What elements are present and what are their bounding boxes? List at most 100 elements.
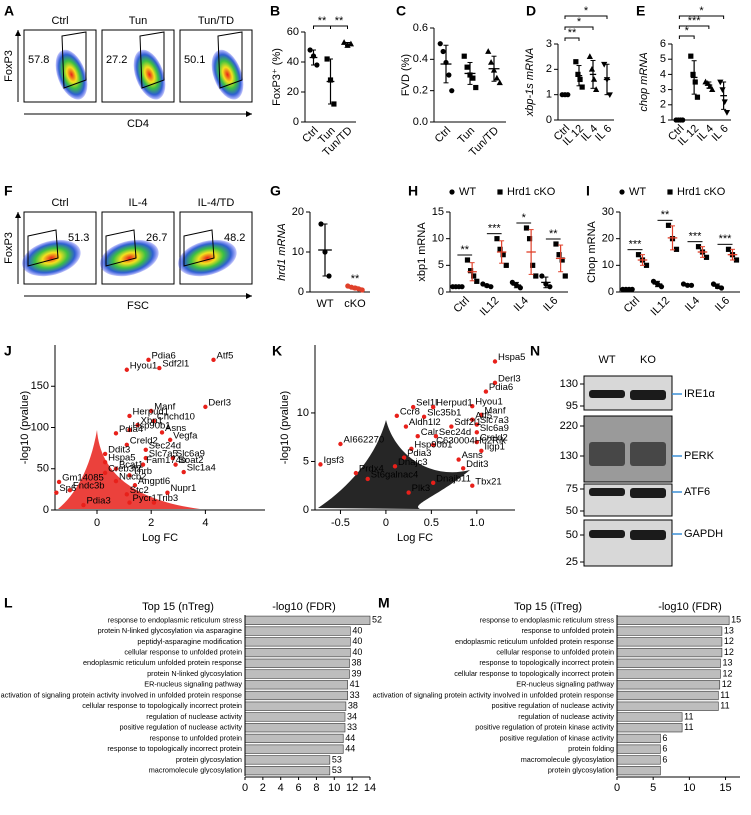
gene-point	[124, 492, 130, 497]
gene-point	[474, 430, 480, 435]
data-point	[437, 41, 443, 47]
gene-label: Nucb2	[119, 472, 146, 483]
gene-point	[394, 413, 400, 419]
y-axis-label: xbp-1s mRNA	[524, 48, 536, 117]
gene-label: Fam174b	[146, 455, 186, 466]
data-point	[470, 75, 476, 81]
gate-percent: 26.7	[146, 232, 167, 244]
gene-label: Manf	[154, 402, 175, 413]
data-point	[643, 262, 650, 268]
y-tick-label: 5	[438, 259, 444, 271]
gene-label: Asns	[462, 450, 483, 461]
sig-label: *	[577, 16, 582, 28]
x-tick-label: IL6	[713, 295, 732, 314]
count-label: 41	[350, 679, 360, 689]
y-tick-label: 0.2	[413, 85, 428, 97]
gene-label: Chchd10	[157, 411, 195, 422]
y-tick-label: 20	[292, 206, 304, 218]
gene-point	[410, 404, 416, 410]
point-cloud	[58, 430, 200, 509]
term-label: endoplasmic reticulum unfolded protein r…	[83, 658, 242, 667]
bar	[244, 733, 344, 744]
data-point	[688, 53, 694, 59]
panel-letter: G	[270, 183, 281, 199]
y-tick-label: 4	[660, 68, 666, 80]
data-point	[326, 273, 332, 279]
size-marker: 50	[566, 505, 578, 517]
panel-letter: K	[272, 343, 282, 359]
bar	[244, 647, 351, 658]
x-tick-label: 12	[346, 782, 358, 794]
count-label: 11	[684, 711, 693, 721]
y-axis-label: hrd1 mRNA	[276, 223, 288, 280]
gene-label: Sec24d	[149, 440, 181, 451]
bar	[616, 733, 661, 744]
y-tick-label: 10	[292, 246, 304, 258]
legend-marker	[619, 189, 625, 195]
data-point	[318, 221, 324, 227]
count-label: 52	[372, 615, 382, 625]
term-label: ER-nucleus signaling pathway	[144, 680, 242, 689]
y-axis-label: FoxP3	[3, 232, 15, 264]
sig-label: ***	[488, 223, 502, 235]
y-tick-label: 0	[546, 114, 552, 126]
y-tick-label: 0	[438, 286, 444, 298]
data-point	[517, 285, 523, 291]
y-tick-label: 60	[287, 26, 299, 38]
data-point	[733, 257, 740, 263]
data-point	[359, 287, 365, 293]
y-tick-label: 2	[546, 63, 552, 75]
gate	[105, 229, 137, 267]
sig-label: *	[522, 212, 527, 224]
plot-title: Ctrl	[51, 197, 68, 209]
data-point	[488, 59, 495, 65]
sig-bracket	[330, 25, 348, 29]
x-tick-label: IL 6	[593, 123, 614, 144]
density-cloud	[22, 239, 81, 277]
data-point	[314, 62, 320, 68]
term-label: response to unfolded protein	[150, 733, 243, 742]
y-tick-label: 3	[660, 84, 666, 96]
data-point	[485, 48, 492, 54]
gene-point	[102, 459, 108, 465]
gene-point	[113, 431, 119, 436]
gene-label: Fndc3b	[73, 481, 105, 492]
data-point	[695, 244, 702, 250]
count-label: 11	[720, 701, 729, 711]
term-label: macromolecule glycosylation	[521, 755, 614, 764]
sig-label: *	[699, 5, 704, 17]
x-tick-label: 2	[260, 782, 266, 794]
protein-label: IRE1α	[684, 388, 715, 400]
term-label: regulation of nuclease activity	[518, 712, 614, 721]
y-tick-label: 5	[303, 455, 309, 467]
gene-point	[470, 483, 475, 488]
x-tick-label: IL12	[649, 295, 673, 319]
count-label: 38	[348, 701, 358, 711]
term-label: activation of signaling protein activity…	[373, 690, 614, 699]
data-point	[575, 71, 581, 77]
gene-point	[167, 437, 173, 443]
bar	[616, 755, 661, 765]
gene-label: Pdia4	[119, 424, 143, 435]
gene-point	[148, 408, 154, 414]
gene-point	[421, 414, 427, 420]
gene-label: Hyou1	[475, 397, 502, 408]
data-point	[461, 53, 467, 59]
plot-title: IL-4	[129, 197, 148, 209]
gene-point	[124, 367, 130, 372]
data-point	[694, 94, 701, 100]
data-point	[588, 65, 596, 72]
term-label: positive regulation of nuclease activity	[120, 723, 243, 732]
x-tick-label: 10	[328, 782, 340, 794]
count-label: 13	[724, 625, 734, 635]
data-point	[526, 236, 533, 242]
gene-point	[479, 412, 484, 418]
gene-label: Derl3	[498, 373, 521, 384]
panel-letter: I	[586, 183, 590, 199]
count-label: 40	[352, 625, 362, 635]
panel-letter: M	[378, 595, 390, 611]
legend-marker	[449, 189, 455, 195]
y-tick-label: 0	[293, 116, 299, 128]
gene-label: Atf5	[217, 350, 234, 361]
